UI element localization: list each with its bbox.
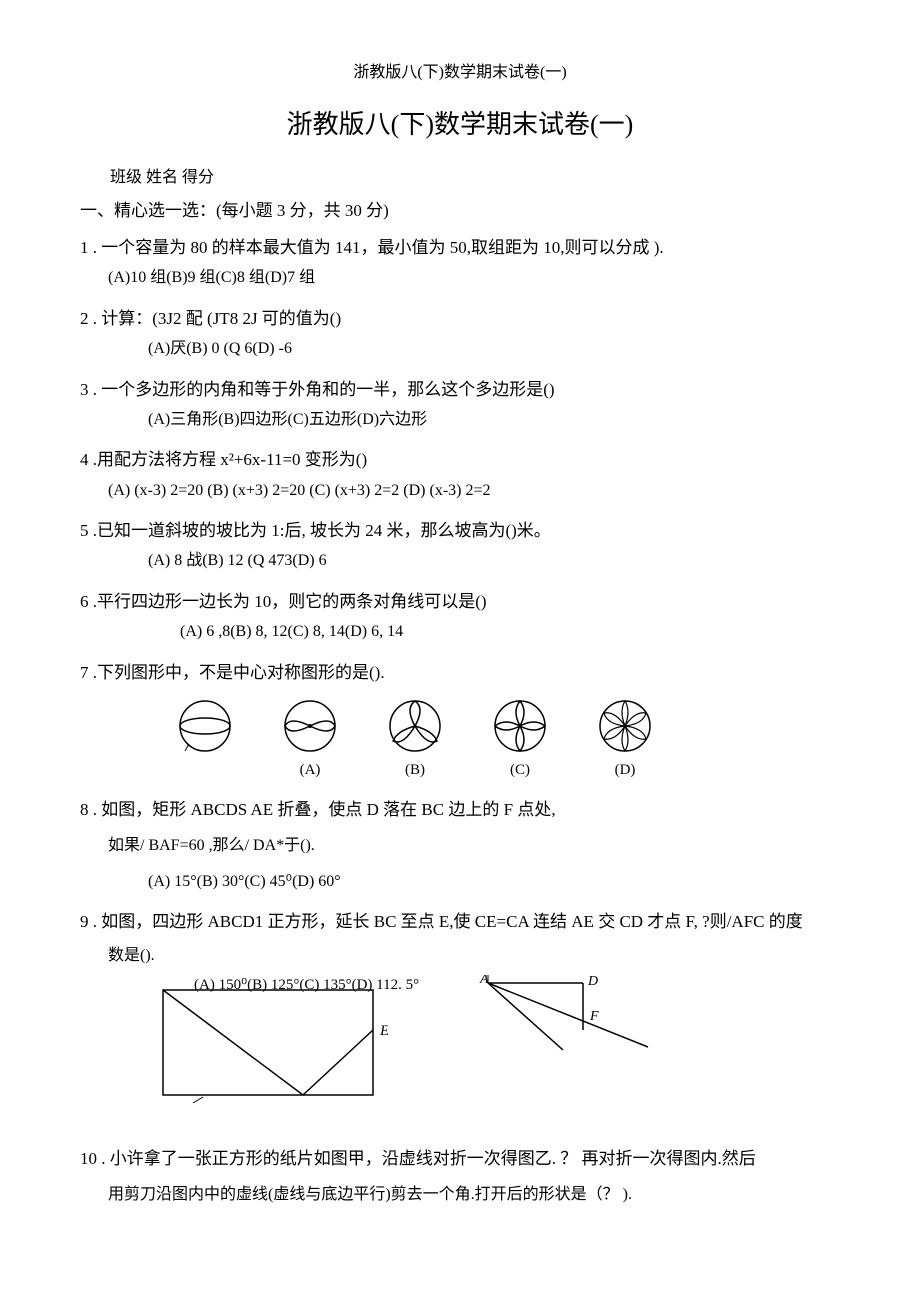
q8-text-line1: 8 . 如图，矩形 ABCDS AE 折叠，使点 D 落在 BC 边上的 F 点… bbox=[80, 796, 840, 823]
q9-options: (A) 150⁰(B) 125°(C) 135°(D) 112. 5° bbox=[194, 973, 419, 997]
q9-label-a: A bbox=[479, 975, 489, 987]
q1-text: 1 . 一个容量为 80 的样本最大值为 141，最小值为 50,取组距为 10… bbox=[80, 234, 840, 261]
q7-label-c: (C) bbox=[510, 758, 530, 782]
q9-label-d: D bbox=[587, 975, 598, 989]
q4-options: (A) (x-3) 2=20 (B) (x+3) 2=20 (C) (x+3) … bbox=[80, 478, 840, 504]
question-2: 2 . 计算：(3J2 配 (JT8 2J 可的值为() (A)厌(B) 0 (… bbox=[80, 305, 840, 362]
q7-text: 7 .下列图形中，不是中心对称图形的是(). bbox=[80, 659, 840, 686]
q3-options: (A)三角形(B)四边形(C)五边形(D)六边形 bbox=[80, 407, 840, 433]
q6-text: 6 .平行四边形一边长为 10，则它的两条对角线可以是() bbox=[80, 588, 840, 615]
question-6: 6 .平行四边形一边长为 10，则它的两条对角线可以是() (A) 6 ,8(B… bbox=[80, 588, 840, 645]
question-4: 4 .用配方法将方程 x²+6x-11=0 变形为() (A) (x-3) 2=… bbox=[80, 446, 840, 503]
square-extend-icon: A D F bbox=[478, 975, 658, 1085]
q10-text-line2: 用剪刀沿图内中的虚线(虚线与底边平行)剪去一个角.打开后的形状是（？ ). bbox=[80, 1182, 840, 1208]
q8-text-line2: 如果/ BAF=60 ,那么/ DA*于(). bbox=[80, 833, 840, 859]
q9-figures-row: (A) 150⁰(B) 125°(C) 135°(D) 112. 5° E A … bbox=[158, 975, 840, 1105]
q7-figure-d: (D) bbox=[595, 696, 655, 782]
q5-text: 5 .已知一道斜坡的坡比为 1:后, 坡长为 24 米，那么坡高为()米。 bbox=[80, 517, 840, 544]
question-1: 1 . 一个容量为 80 的样本最大值为 141，最小值为 50,取组距为 10… bbox=[80, 234, 840, 291]
section-1-title: 一、精心选一选：(每小题 3 分，共 30 分) bbox=[80, 197, 840, 224]
q8-options: (A) 15°(B) 30°(C) 45⁰(D) 60° bbox=[80, 869, 840, 895]
q7-figures-row: (A) (B) (C) bbox=[175, 696, 840, 782]
q4-text: 4 .用配方法将方程 x²+6x-11=0 变形为() bbox=[80, 446, 840, 473]
three-petal-icon bbox=[385, 696, 445, 756]
q9-text-line2: 数是(). bbox=[80, 943, 840, 969]
page-title: 浙教版八(下)数学期末试卷(一) bbox=[80, 104, 840, 146]
q1-options: (A)10 组(B)9 组(C)8 组(D)7 组 bbox=[80, 265, 840, 291]
question-5: 5 .已知一道斜坡的坡比为 1:后, 坡长为 24 米，那么坡高为()米。 (A… bbox=[80, 517, 840, 574]
q6-options: (A) 6 ,8(B) 8, 12(C) 8, 14(D) 6, 14 bbox=[80, 619, 840, 645]
q5-options: (A) 8 战(B) 12 (Q 473(D) 6 bbox=[80, 548, 840, 574]
q7-label-d: (D) bbox=[615, 758, 636, 782]
two-petal-icon bbox=[280, 696, 340, 756]
six-petal-icon bbox=[595, 696, 655, 756]
q7-figure-c: (C) bbox=[490, 696, 550, 782]
page-header-small: 浙教版八(下)数学期末试卷(一) bbox=[80, 60, 840, 86]
question-8: 8 . 如图，矩形 ABCDS AE 折叠，使点 D 落在 BC 边上的 F 点… bbox=[80, 796, 840, 894]
q9-figure-right: A D F bbox=[478, 975, 658, 1105]
ellipse-circle-icon bbox=[175, 696, 235, 756]
four-petal-icon bbox=[490, 696, 550, 756]
q9-figure-left: (A) 150⁰(B) 125°(C) 135°(D) 112. 5° E bbox=[158, 975, 388, 1105]
q7-figure-a: (A) bbox=[280, 696, 340, 782]
q7-figure-leading bbox=[175, 696, 235, 756]
q10-text-line1: 10 . 小许拿了一张正方形的纸片如图甲，沿虚线对折一次得图乙. ？ 再对折一次… bbox=[80, 1145, 840, 1172]
q7-label-a: (A) bbox=[300, 758, 321, 782]
class-name-score-line: 班级 姓名 得分 bbox=[80, 165, 840, 191]
q2-options: (A)厌(B) 0 (Q 6(D) -6 bbox=[80, 336, 840, 362]
q2-text: 2 . 计算：(3J2 配 (JT8 2J 可的值为() bbox=[80, 305, 840, 332]
q9-text-line1: 9 . 如图，四边形 ABCD1 正方形，延长 BC 至点 E,使 CE=CA … bbox=[80, 908, 840, 935]
question-9: 9 . 如图，四边形 ABCD1 正方形，延长 BC 至点 E,使 CE=CA … bbox=[80, 908, 840, 1105]
q3-text: 3 . 一个多边形的内角和等于外角和的一半，那么这个多边形是() bbox=[80, 376, 840, 403]
svg-text:E: E bbox=[379, 1023, 388, 1039]
question-3: 3 . 一个多边形的内角和等于外角和的一半，那么这个多边形是() (A)三角形(… bbox=[80, 376, 840, 433]
q7-label-b: (B) bbox=[405, 758, 425, 782]
q7-figure-b: (B) bbox=[385, 696, 445, 782]
q9-label-f: F bbox=[589, 1009, 599, 1024]
question-10: 10 . 小许拿了一张正方形的纸片如图甲，沿虚线对折一次得图乙. ？ 再对折一次… bbox=[80, 1145, 840, 1208]
question-7: 7 .下列图形中，不是中心对称图形的是(). (A) bbox=[80, 659, 840, 782]
